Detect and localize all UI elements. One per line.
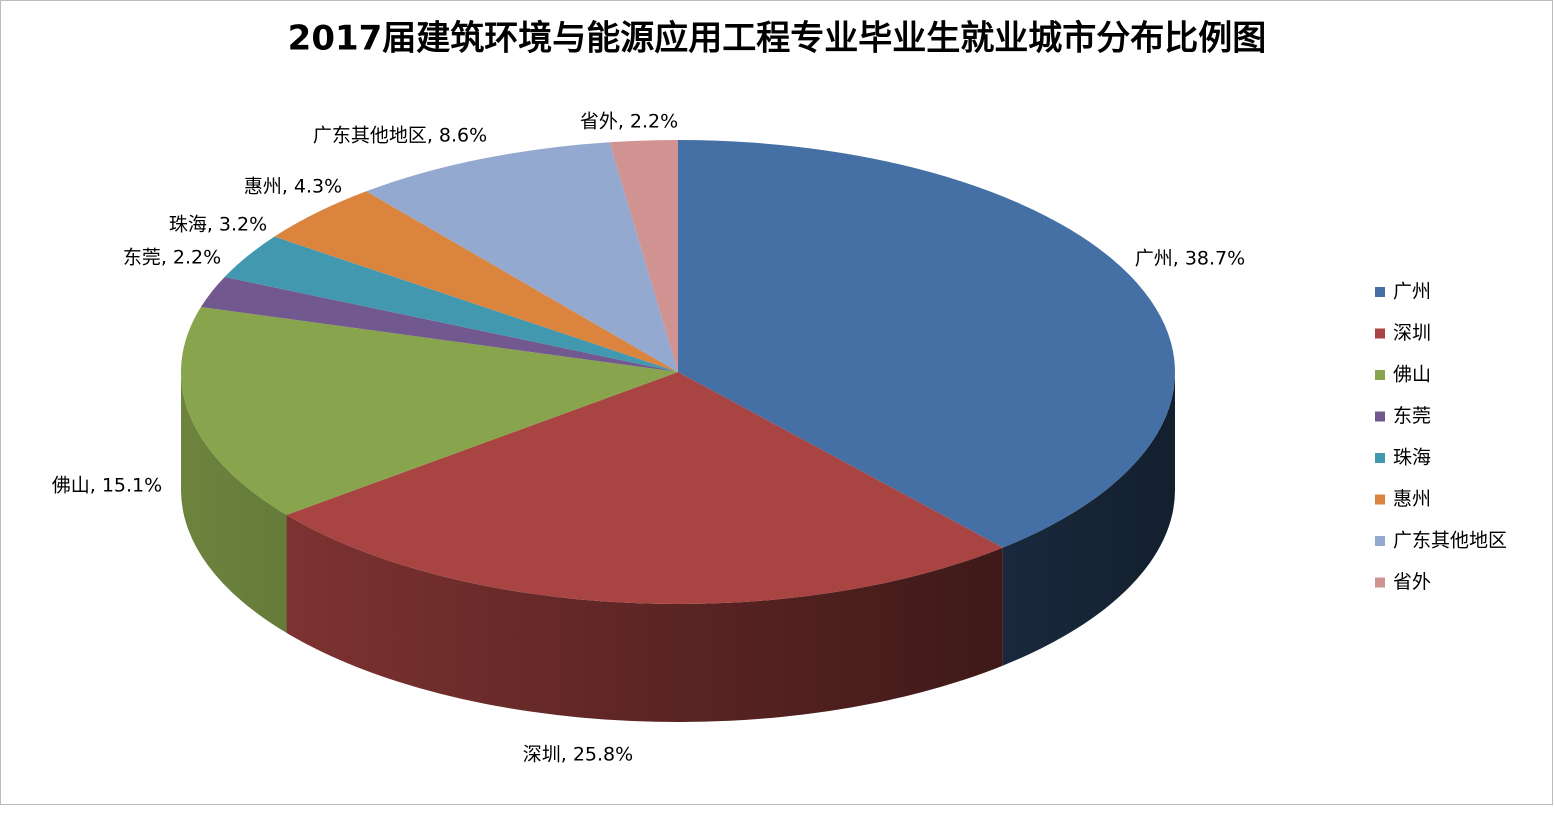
pie-slice (366, 142, 678, 372)
pie-slice (274, 191, 678, 372)
pie-slice (200, 276, 679, 372)
legend-label: 惠州 (1393, 488, 1431, 510)
pie-slice (286, 372, 1003, 604)
slice-side (286, 514, 1003, 722)
legend-label: 省外 (1393, 571, 1431, 593)
legend-swatch (1375, 577, 1385, 588)
pie-slice (609, 140, 678, 372)
pie-slice (180, 306, 678, 515)
legend-swatch (1375, 370, 1385, 380)
pie-slice (678, 140, 1175, 548)
legend-label: 广东其他地区 (1393, 530, 1507, 552)
legend-label: 东莞 (1393, 405, 1431, 427)
legend-swatch (1375, 494, 1385, 505)
legend-label: 广州 (1393, 281, 1431, 303)
data-label: 佛山, 15.1% (52, 475, 162, 497)
legend-swatch (1375, 287, 1385, 297)
slice-side (181, 372, 287, 633)
chart-title: 2017届建筑环境与能源应用工程专业毕业生就业城市分布比例图 (288, 19, 1267, 59)
legend-swatch (1375, 453, 1385, 463)
pie-slice (224, 236, 679, 372)
data-label: 深圳, 25.8% (523, 744, 633, 766)
data-label: 东莞, 2.2% (123, 247, 221, 269)
data-label: 惠州, 4.3% (244, 176, 342, 198)
legend-swatch (1375, 536, 1385, 546)
legend-label: 佛山 (1393, 364, 1431, 386)
legend-label: 深圳 (1393, 322, 1431, 344)
data-label: 珠海, 3.2% (169, 214, 267, 236)
data-label: 广东其他地区, 8.6% (313, 125, 487, 147)
data-label: 省外, 2.2% (580, 111, 678, 133)
legend-swatch (1375, 328, 1385, 339)
data-label: 广州, 38.7% (1135, 248, 1245, 270)
legend-swatch (1375, 411, 1385, 422)
slice-side (1002, 372, 1175, 666)
legend-label: 珠海 (1393, 447, 1431, 469)
